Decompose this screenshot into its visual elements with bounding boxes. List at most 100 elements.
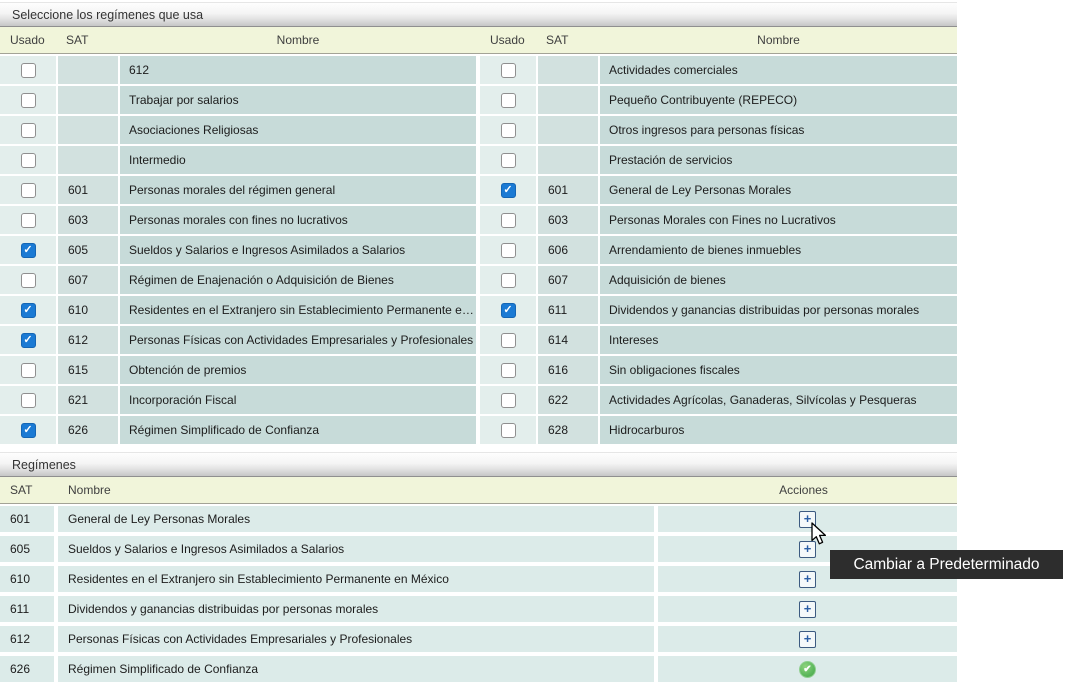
sat-cell: 616: [538, 356, 598, 384]
usado-checkbox[interactable]: ✓: [500, 362, 516, 378]
usado-checkbox[interactable]: ✓: [500, 62, 516, 78]
usado-cell: ✓: [0, 116, 56, 144]
selector-title-text: Seleccione los regímenes que usa: [12, 7, 204, 22]
selector-row: ✓ 607 Régimen de Enajenación o Adquisici…: [0, 266, 957, 294]
regimenes-panel: Regímenes SAT Nombre Acciones 601 Genera…: [0, 452, 957, 682]
usado-checkbox[interactable]: ✓: [500, 182, 516, 198]
selector-row-right: ✓ 628 Hidrocarburos: [480, 416, 957, 444]
add-action-button[interactable]: +: [799, 510, 816, 528]
usado-checkbox[interactable]: ✓: [20, 62, 36, 78]
nombre-cell: Prestación de servicios: [600, 146, 957, 174]
selector-row-left: ✓ 612: [0, 56, 476, 84]
usado-cell: ✓: [0, 86, 56, 114]
usado-checkbox[interactable]: ✓: [500, 212, 516, 228]
usado-cell: ✓: [0, 356, 56, 384]
selector-row: ✓ 612 Personas Físicas con Actividades E…: [0, 326, 957, 354]
usado-checkbox[interactable]: ✓: [500, 152, 516, 168]
usado-cell: ✓: [0, 176, 56, 204]
usado-checkbox[interactable]: ✓: [500, 242, 516, 258]
selector-row-right: ✓ 614 Intereses: [480, 326, 957, 354]
usado-checkbox[interactable]: ✓: [20, 362, 36, 378]
column-header-sat-left: SAT: [66, 33, 89, 47]
usado-cell: ✓: [0, 326, 56, 354]
usado-checkbox[interactable]: ✓: [20, 242, 36, 258]
check-icon: ✓: [23, 333, 33, 346]
nombre-cell: Sueldos y Salarios e Ingresos Asimilados…: [58, 536, 654, 562]
selector-row-right: ✓ 611 Dividendos y ganancias distribuida…: [480, 296, 957, 324]
nombre-cell: Hidrocarburos: [600, 416, 957, 444]
sat-cell: 626: [58, 416, 118, 444]
selector-row-left: ✓ Intermedio: [0, 146, 476, 174]
usado-checkbox[interactable]: ✓: [500, 332, 516, 348]
usado-checkbox[interactable]: ✓: [20, 92, 36, 108]
usado-cell: ✓: [480, 236, 536, 264]
selector-row: ✓ 615 Obtención de premios ✓ 616 Sin obl…: [0, 356, 957, 384]
usado-checkbox[interactable]: ✓: [20, 332, 36, 348]
usado-checkbox[interactable]: ✓: [20, 122, 36, 138]
usado-checkbox[interactable]: ✓: [20, 152, 36, 168]
usado-cell: ✓: [0, 296, 56, 324]
usado-cell: ✓: [480, 356, 536, 384]
add-action-button[interactable]: +: [799, 600, 816, 618]
usado-checkbox[interactable]: ✓: [20, 182, 36, 198]
sat-cell: [58, 146, 118, 174]
usado-cell: ✓: [480, 386, 536, 414]
check-icon: ✓: [503, 303, 513, 316]
usado-checkbox[interactable]: ✓: [500, 92, 516, 108]
usado-checkbox[interactable]: ✓: [20, 392, 36, 408]
selector-row-right: ✓ 606 Arrendamiento de bienes inmuebles: [480, 236, 957, 264]
usado-checkbox[interactable]: ✓: [500, 122, 516, 138]
add-action-button[interactable]: +: [799, 630, 816, 648]
column-header-usado-left: Usado: [10, 33, 45, 47]
usado-checkbox[interactable]: ✓: [20, 212, 36, 228]
sat-cell: 601: [58, 176, 118, 204]
selector-row: ✓ 605 Sueldos y Salarios e Ingresos Asim…: [0, 236, 957, 264]
usado-cell: ✓: [0, 206, 56, 234]
regime-selector-panel: Seleccione los regímenes que usa Usado S…: [0, 2, 957, 444]
nombre-cell: Pequeño Contribuyente (REPECO): [600, 86, 957, 114]
usado-cell: ✓: [480, 266, 536, 294]
check-icon: ✓: [23, 243, 33, 256]
usado-checkbox[interactable]: ✓: [20, 302, 36, 318]
usado-checkbox[interactable]: ✓: [20, 272, 36, 288]
add-action-button[interactable]: +: [799, 570, 816, 588]
usado-checkbox[interactable]: ✓: [20, 422, 36, 438]
usado-cell: ✓: [480, 116, 536, 144]
selector-row-right: ✓ 607 Adquisición de bienes: [480, 266, 957, 294]
nombre-cell: Régimen de Enajenación o Adquisición de …: [120, 266, 476, 294]
usado-cell: ✓: [0, 386, 56, 414]
sat-cell: [538, 146, 598, 174]
selector-row: ✓ 612 ✓ Actividades comerciales: [0, 56, 957, 84]
default-check-icon: ✔: [799, 660, 816, 678]
tooltip-text: Cambiar a Predeterminado: [853, 555, 1040, 573]
usado-checkbox[interactable]: ✓: [500, 422, 516, 438]
nombre-cell: Intermedio: [120, 146, 476, 174]
nombre-cell: Arrendamiento de bienes inmuebles: [600, 236, 957, 264]
usado-checkbox[interactable]: ✓: [500, 392, 516, 408]
usado-cell: ✓: [0, 266, 56, 294]
column-header-sat-right: SAT: [546, 33, 569, 47]
nombre-cell: Personas morales del régimen general: [120, 176, 476, 204]
nombre-cell: Dividendos y ganancias distribuidas por …: [58, 596, 654, 622]
acciones-cell: + ✔: [658, 656, 957, 682]
acciones-cell: + ✔: [658, 596, 957, 622]
usado-cell: ✓: [480, 86, 536, 114]
selector-row-left: ✓ 612 Personas Físicas con Actividades E…: [0, 326, 476, 354]
usado-checkbox[interactable]: ✓: [500, 302, 516, 318]
regimen-row: 601 General de Ley Personas Morales + ✔: [0, 506, 957, 532]
sat-cell: 605: [58, 236, 118, 264]
add-action-button[interactable]: +: [799, 540, 816, 558]
plus-icon: +: [803, 511, 812, 526]
sat-cell: 612: [58, 326, 118, 354]
usado-checkbox[interactable]: ✓: [500, 272, 516, 288]
regimen-row: 612 Personas Físicas con Actividades Emp…: [0, 626, 957, 652]
plus-icon: +: [803, 571, 812, 586]
plus-icon: +: [803, 631, 812, 646]
selector-row-right: ✓ Prestación de servicios: [480, 146, 957, 174]
selector-header-row: Usado SAT Nombre Usado SAT Nombre: [0, 27, 957, 54]
nombre-cell: 612: [120, 56, 476, 84]
sat-cell: [58, 86, 118, 114]
sat-cell: [58, 116, 118, 144]
sat-cell: 615: [58, 356, 118, 384]
nombre-cell: General de Ley Personas Morales: [600, 176, 957, 204]
